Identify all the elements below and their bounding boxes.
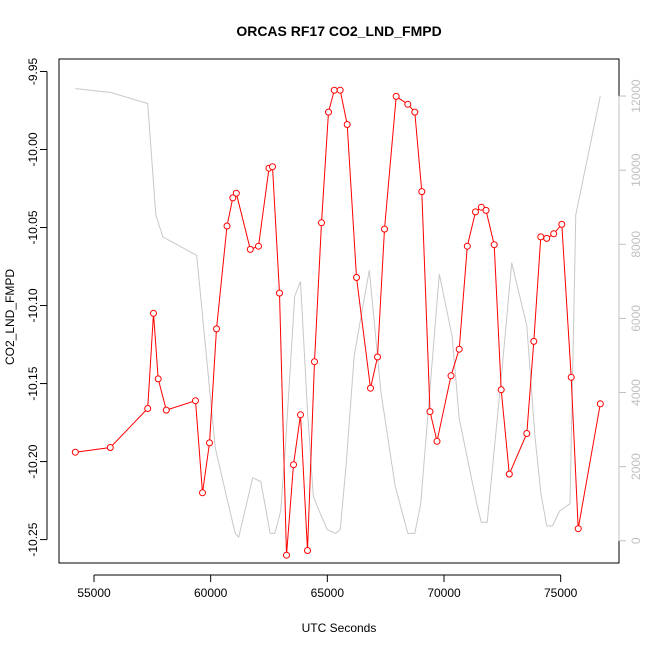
co2-point bbox=[199, 489, 206, 497]
co2-point bbox=[269, 163, 276, 171]
co2-point bbox=[343, 121, 351, 128]
chart-title: ORCAS RF17 CO2_LND_FMPD bbox=[236, 23, 441, 39]
co2-point bbox=[325, 108, 332, 116]
y-tick-label: -10.10 bbox=[26, 288, 40, 322]
co2-point bbox=[404, 100, 412, 108]
x-tick-label: 65000 bbox=[311, 586, 345, 600]
y-axis-label: CO2_LND_FMPD bbox=[3, 269, 17, 365]
co2-point bbox=[318, 219, 325, 227]
co2-point bbox=[336, 86, 344, 94]
x-tick-label: 70000 bbox=[427, 586, 461, 600]
y2-tick-label: 2000 bbox=[629, 453, 643, 480]
co2-point bbox=[330, 86, 338, 94]
co2-point bbox=[447, 372, 455, 380]
y-tick-label: -9.95 bbox=[26, 58, 40, 86]
co2-point bbox=[246, 245, 254, 253]
x-tick-label: 75000 bbox=[544, 586, 578, 600]
co2-point bbox=[374, 353, 381, 361]
co2-point bbox=[276, 289, 283, 297]
co2-point bbox=[71, 448, 79, 456]
x-tick-label: 60000 bbox=[194, 586, 228, 600]
co2-point bbox=[223, 222, 231, 230]
co2-point bbox=[144, 405, 152, 412]
altitude-line bbox=[75, 88, 601, 539]
y2-tick-label: 6000 bbox=[629, 305, 643, 332]
co2-point bbox=[596, 400, 604, 408]
co2-point bbox=[106, 444, 114, 451]
co2-point bbox=[229, 194, 237, 202]
x-axis: 55000 60000 65000 70000 75000 bbox=[77, 574, 578, 600]
y2-tick-label: 0 bbox=[629, 537, 643, 544]
co2-point bbox=[353, 274, 360, 281]
co2-point bbox=[418, 188, 426, 196]
co2-point bbox=[283, 551, 290, 559]
y-tick-label: -10.15 bbox=[26, 366, 40, 400]
co2-point bbox=[472, 208, 479, 216]
co2-point bbox=[213, 325, 220, 333]
co2-point bbox=[367, 384, 374, 392]
co2-point bbox=[482, 206, 490, 214]
co2-point bbox=[154, 375, 162, 383]
y-tick-label: -10.20 bbox=[26, 444, 40, 478]
co2-point bbox=[530, 337, 538, 345]
co2-point bbox=[477, 203, 485, 211]
co2-point bbox=[550, 230, 558, 238]
co2-point bbox=[426, 408, 434, 416]
co2-point bbox=[304, 547, 311, 554]
co2-point bbox=[162, 406, 170, 414]
y2-tick-label: 10000 bbox=[629, 153, 643, 187]
co2-point bbox=[567, 373, 575, 381]
y-axis-right: 0 2000 4000 6000 8000 10000 12000 bbox=[618, 79, 643, 544]
x-tick-label: 55000 bbox=[77, 586, 111, 600]
co2-point bbox=[297, 411, 304, 419]
y2-tick-label: 8000 bbox=[629, 231, 643, 258]
co2-point bbox=[411, 108, 419, 116]
y2-tick-label: 4000 bbox=[629, 379, 643, 406]
altitude-series bbox=[75, 88, 601, 539]
co2-point bbox=[543, 234, 551, 242]
co2-point bbox=[574, 525, 582, 533]
co2-point bbox=[433, 437, 441, 445]
y2-tick-label: 12000 bbox=[629, 79, 643, 113]
y-tick-label: -10.05 bbox=[26, 210, 40, 244]
co2-point bbox=[463, 242, 471, 250]
co2-point bbox=[192, 397, 199, 405]
co2-point bbox=[490, 241, 498, 249]
co2-point bbox=[311, 358, 318, 366]
co2-point bbox=[392, 92, 400, 100]
co2-point bbox=[497, 386, 505, 394]
co2-series bbox=[71, 86, 604, 559]
x-axis-label: UTC Seconds bbox=[302, 621, 377, 635]
y-tick-label: -10.25 bbox=[26, 522, 40, 556]
co2-line bbox=[75, 89, 601, 556]
co2-point bbox=[505, 470, 513, 478]
co2-point bbox=[558, 220, 566, 228]
co2-point bbox=[523, 430, 531, 437]
co2-point bbox=[232, 189, 240, 197]
co2-point bbox=[150, 309, 157, 317]
plot-frame bbox=[58, 58, 620, 564]
co2-point bbox=[255, 242, 262, 250]
co2-point bbox=[455, 345, 463, 353]
y-axis-left: -10.25 -10.20 -10.15 -10.10 -10.05 -10.00 -9.9… bbox=[26, 58, 48, 557]
co2-point bbox=[381, 225, 388, 233]
y-tick-label: -10.00 bbox=[26, 132, 40, 166]
co2-point bbox=[537, 233, 545, 241]
co2-point bbox=[290, 461, 297, 469]
co2-point bbox=[206, 439, 213, 447]
